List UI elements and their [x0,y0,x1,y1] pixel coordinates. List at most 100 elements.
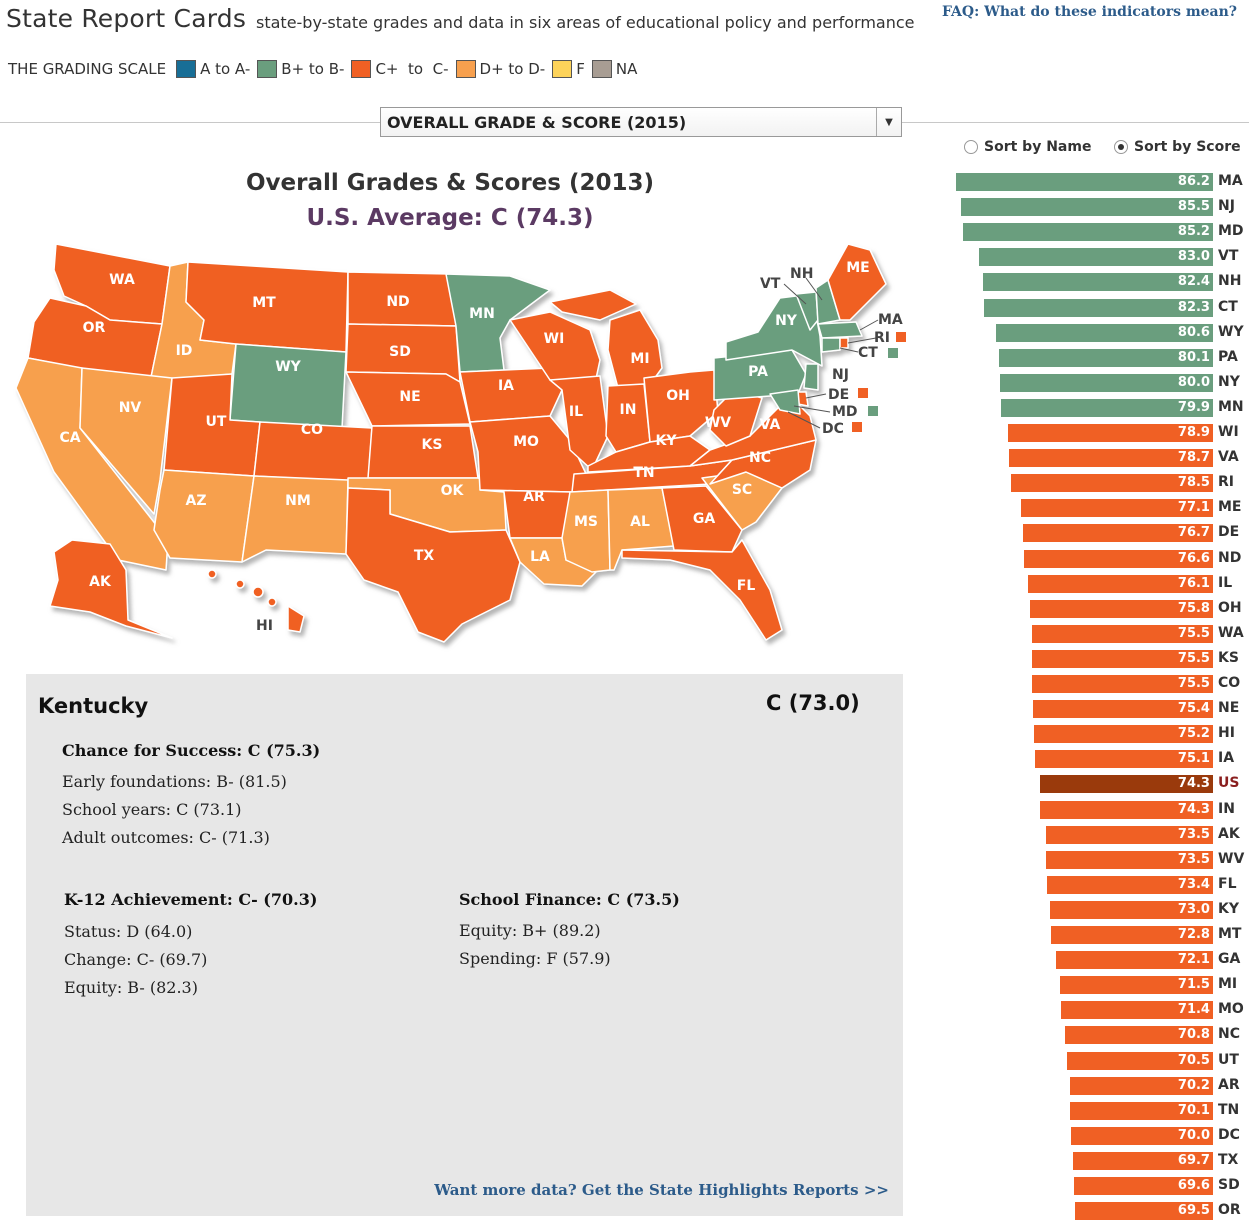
ranking-row-ga[interactable]: 72.1 GA [940,948,1249,973]
ranking-bar[interactable]: 75.2 [1034,725,1213,743]
ranking-bar[interactable]: 85.5 [960,198,1213,216]
ranking-bar[interactable]: 70.0 [1071,1127,1213,1145]
ranking-row-pa[interactable]: 80.1 PA [940,346,1249,371]
ranking-row-ri[interactable]: 78.5 RI [940,471,1249,496]
state-mi-upper[interactable] [549,289,637,321]
ranking-bar[interactable]: 77.1 [1020,499,1213,517]
ranking-row-wv[interactable]: 73.5 WV [940,848,1249,873]
ranking-row-us[interactable]: 74.3 US [940,772,1249,797]
ranking-row-ma[interactable]: 86.2 MA [940,170,1249,195]
ranking-row-ia[interactable]: 75.1 IA [940,747,1249,772]
ranking-bar[interactable]: 72.1 [1056,951,1213,969]
ranking-row-nc[interactable]: 70.8 NC [940,1023,1249,1048]
callout-md[interactable] [868,406,878,416]
ranking-bar[interactable]: 80.6 [995,324,1213,342]
state-tx[interactable] [345,487,521,643]
ranking-bar[interactable]: 70.8 [1065,1026,1213,1044]
ranking-row-md[interactable]: 85.2 MD [940,220,1249,245]
ranking-bar[interactable]: 80.1 [999,349,1213,367]
ranking-row-in[interactable]: 74.3 IN [940,798,1249,823]
ranking-bar[interactable]: 73.0 [1049,901,1213,919]
state-md[interactable] [769,389,801,415]
sort-by-score-option[interactable]: Sort by Score [1114,139,1241,155]
ranking-bar[interactable]: 73.5 [1046,851,1213,869]
state-ri[interactable] [839,337,849,349]
ranking-bar[interactable]: 78.7 [1009,449,1213,467]
ranking-bar[interactable]: 70.1 [1070,1102,1213,1120]
ranking-bar[interactable]: 83.0 [978,248,1213,266]
ranking-row-nj[interactable]: 85.5 NJ [940,195,1249,220]
ranking-row-ct[interactable]: 82.3 CT [940,296,1249,321]
state-ne[interactable] [345,371,471,427]
ranking-row-tn[interactable]: 70.1 TN [940,1099,1249,1124]
ranking-row-sd[interactable]: 69.6 SD [940,1174,1249,1199]
state-mn[interactable] [445,273,551,373]
ranking-row-me[interactable]: 77.1 ME [940,496,1249,521]
ranking-bar[interactable]: 75.5 [1031,675,1213,693]
state-oh[interactable] [643,369,719,443]
ranking-row-hi[interactable]: 75.2 HI [940,722,1249,747]
ranking-bar[interactable]: 85.2 [963,223,1213,241]
ranking-row-wy[interactable]: 80.6 WY [940,321,1249,346]
callout-ri[interactable] [896,332,906,342]
ranking-bar[interactable]: 73.5 [1046,826,1213,844]
state-ia[interactable] [459,367,563,423]
ranking-bar[interactable]: 75.1 [1034,750,1213,768]
ranking-row-co[interactable]: 75.5 CO [940,672,1249,697]
indicator-select[interactable]: OVERALL GRADE & SCORE (2015) ▼ [380,107,902,137]
ranking-bar[interactable]: 78.9 [1007,424,1213,442]
chevron-down-icon[interactable]: ▼ [876,108,901,136]
ranking-bar[interactable]: 72.8 [1051,926,1213,944]
state-ny[interactable] [725,293,823,367]
ranking-bar[interactable]: 76.7 [1023,524,1213,542]
ranking-row-vt[interactable]: 83.0 VT [940,245,1249,270]
sort-by-name-radio[interactable] [964,140,978,154]
ranking-bar[interactable]: 76.6 [1024,550,1213,568]
ranking-bar[interactable]: 80.0 [1000,374,1213,392]
ranking-row-nh[interactable]: 82.4 NH [940,270,1249,295]
ranking-row-fl[interactable]: 73.4 FL [940,873,1249,898]
state-ct[interactable] [821,337,841,353]
ranking-bar[interactable]: 75.4 [1032,700,1213,718]
ranking-bar[interactable]: 75.8 [1029,600,1213,618]
ranking-row-wa[interactable]: 75.5 WA [940,622,1249,647]
ranking-bar[interactable]: 86.2 [955,173,1213,191]
state-az[interactable] [153,469,255,563]
ranking-row-il[interactable]: 76.1 IL [940,572,1249,597]
state-ms[interactable] [561,489,611,573]
ranking-bar[interactable]: 82.4 [982,273,1213,291]
state-ga[interactable] [661,485,743,553]
state-ak[interactable] [49,539,173,639]
state-nm[interactable] [241,475,349,563]
ranking-row-ky[interactable]: 73.0 KY [940,898,1249,923]
ranking-bar[interactable]: 75.5 [1031,650,1213,668]
ranking-row-ar[interactable]: 70.2 AR [940,1074,1249,1099]
callout-de[interactable] [858,388,868,398]
ranking-row-ak[interactable]: 73.5 AK [940,823,1249,848]
ranking-bar[interactable]: 74.3 [1040,775,1213,793]
ranking-row-tx[interactable]: 69.7 TX [940,1149,1249,1174]
ranking-row-mt[interactable]: 72.8 MT [940,923,1249,948]
ranking-row-dc[interactable]: 70.0 DC [940,1124,1249,1149]
ranking-bar[interactable]: 71.4 [1061,1001,1213,1019]
ranking-row-nd[interactable]: 76.6 ND [940,547,1249,572]
ranking-row-ne[interactable]: 75.4 NE [940,697,1249,722]
ranking-row-mo[interactable]: 71.4 MO [940,998,1249,1023]
sort-by-score-radio[interactable] [1114,140,1128,154]
ranking-bar[interactable]: 70.5 [1067,1052,1213,1070]
ranking-bar[interactable]: 73.4 [1046,876,1213,894]
state-fl[interactable] [621,539,783,641]
state-hi[interactable] [207,569,305,633]
state-me[interactable] [827,243,887,321]
ranking-bar[interactable]: 79.9 [1000,399,1213,417]
faq-link[interactable]: FAQ: What do these indicators mean? [941,4,1237,20]
state-ma[interactable] [817,321,863,339]
ranking-bar[interactable]: 69.5 [1074,1202,1213,1220]
ranking-row-ks[interactable]: 75.5 KS [940,647,1249,672]
state-va[interactable] [689,395,817,467]
ranking-bar[interactable]: 76.1 [1027,575,1213,593]
state-nj[interactable] [803,363,819,391]
ranking-row-ut[interactable]: 70.5 UT [940,1049,1249,1074]
sort-by-name-option[interactable]: Sort by Name [964,139,1091,155]
state-in[interactable] [605,383,651,453]
